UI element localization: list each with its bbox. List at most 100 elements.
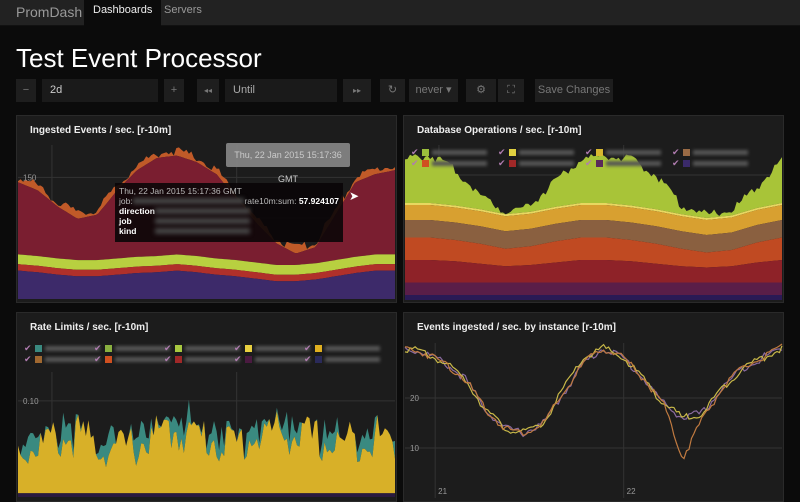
check-icon[interactable]: ✔	[164, 354, 172, 364]
fullscreen-icon: ⛶	[507, 84, 515, 96]
legend-label-redacted	[431, 150, 487, 155]
refresh-interval-dropdown[interactable]: never ▾	[409, 79, 458, 102]
check-icon[interactable]: ✔	[94, 354, 102, 364]
check-icon[interactable]: ✔	[411, 158, 419, 168]
check-icon[interactable]: ✔	[24, 354, 32, 364]
hover-detail-tooltip: Thu, 22 Jan 2015 15:17:36 GMT job: rate10…	[115, 183, 343, 242]
panel-title: Rate Limits / sec. [r-10m]	[30, 322, 149, 333]
legend-label-redacted	[324, 357, 380, 362]
stacked-area-series	[18, 254, 395, 275]
check-icon[interactable]: ✔	[585, 158, 593, 168]
refresh-button[interactable]: ↻	[380, 79, 405, 102]
check-icon[interactable]: ✔	[234, 343, 242, 353]
legend-item[interactable]: ✔	[234, 343, 310, 354]
nav-tab-dashboards[interactable]: Dashboards	[84, 0, 162, 26]
forward-button[interactable]: ▸▸	[343, 79, 371, 102]
legend-item[interactable]: ✔	[304, 343, 380, 354]
legend-label-redacted	[518, 150, 574, 155]
check-icon[interactable]: ✔	[585, 147, 593, 157]
check-icon[interactable]: ✔	[672, 147, 680, 157]
legend-label-redacted	[184, 346, 240, 351]
rewind-button[interactable]: ◂◂	[197, 79, 219, 102]
tooltip-value: 57.924107	[298, 196, 339, 206]
check-icon[interactable]: ✔	[672, 158, 680, 168]
legend-item[interactable]: ✔	[164, 354, 240, 365]
legend-item[interactable]: ✔	[585, 147, 661, 158]
check-icon[interactable]: ✔	[304, 343, 312, 353]
tooltip-time: Thu, 22 Jan 2015 15:17:36 GMT	[119, 186, 242, 196]
brand-logo[interactable]: PromDash	[16, 4, 83, 20]
legend-label-redacted	[518, 161, 574, 166]
range-decrement-button[interactable]: −	[16, 79, 36, 102]
line-series	[404, 343, 783, 460]
legend-label-redacted	[605, 161, 661, 166]
legend-item[interactable]: ✔	[672, 147, 748, 158]
color-swatch	[682, 149, 690, 156]
color-swatch	[421, 160, 429, 167]
stacked-area-series	[405, 282, 782, 295]
y-tick-label: 150	[23, 173, 37, 182]
legend-item[interactable]: ✔	[94, 343, 170, 354]
stacked-area-series	[18, 411, 395, 494]
check-icon[interactable]: ✔	[498, 147, 506, 157]
until-input[interactable]: Until	[225, 79, 337, 102]
range-input[interactable]: 2d	[42, 79, 158, 102]
check-icon[interactable]: ✔	[234, 354, 242, 364]
legend-item[interactable]: ✔	[234, 354, 310, 365]
color-swatch	[508, 160, 516, 167]
color-swatch	[595, 149, 603, 156]
legend-item[interactable]: ✔	[498, 147, 574, 158]
legend-item[interactable]: ✔	[585, 158, 661, 169]
fullscreen-button[interactable]: ⛶	[498, 79, 524, 102]
color-swatch	[34, 356, 42, 363]
legend-item[interactable]: ✔	[498, 158, 574, 169]
legend-item[interactable]: ✔	[411, 158, 487, 169]
legend-item[interactable]: ✔	[304, 354, 380, 365]
range-increment-button[interactable]: +	[164, 79, 184, 102]
tooltip-series-suffix: rate10m:sum:	[244, 196, 297, 206]
mouse-cursor-icon: ➤	[349, 189, 360, 203]
color-swatch	[314, 356, 322, 363]
stacked-area-series	[18, 493, 395, 497]
legend-label-redacted	[254, 346, 310, 351]
legend-item[interactable]: ✔	[24, 354, 100, 365]
color-swatch	[244, 356, 252, 363]
stacked-area-series	[405, 154, 782, 218]
y-tick-label: 20	[410, 394, 419, 403]
color-swatch	[682, 160, 690, 167]
check-icon[interactable]: ✔	[164, 343, 172, 353]
color-swatch	[421, 149, 429, 156]
gear-icon: ⚙	[476, 84, 486, 96]
legend-item[interactable]: ✔	[672, 158, 748, 169]
check-icon[interactable]: ✔	[94, 343, 102, 353]
hover-time-tooltip: Thu, 22 Jan 2015 15:17:36 GMT	[226, 143, 350, 184]
panel-events-by-instance: Events ingested / sec. by instance [r-10…	[403, 312, 784, 502]
panel-title: Database Operations / sec. [r-10m]	[417, 125, 582, 136]
x-tick-label: 21	[438, 487, 447, 496]
stacked-area-series	[405, 260, 782, 283]
legend-label-redacted	[184, 357, 240, 362]
check-icon[interactable]: ✔	[411, 147, 419, 157]
legend-label-redacted	[692, 150, 748, 155]
legend-label-redacted	[254, 357, 310, 362]
color-swatch	[244, 345, 252, 352]
nav-tab-servers[interactable]: Servers	[164, 4, 202, 16]
panel-title: Events ingested / sec. by instance [r-10…	[417, 322, 616, 333]
settings-button[interactable]: ⚙	[466, 79, 496, 102]
color-swatch	[174, 345, 182, 352]
stacked-area-series	[405, 220, 782, 253]
color-swatch	[34, 345, 42, 352]
stacked-area-series	[18, 270, 395, 299]
check-icon[interactable]: ✔	[498, 158, 506, 168]
x-tick-label: 22	[627, 487, 636, 496]
stacked-area-series	[405, 203, 782, 220]
color-swatch	[174, 356, 182, 363]
check-icon[interactable]: ✔	[304, 354, 312, 364]
legend-item[interactable]: ✔	[411, 147, 487, 158]
check-icon[interactable]: ✔	[24, 343, 32, 353]
save-changes-button[interactable]: Save Changes	[535, 79, 613, 102]
color-swatch	[314, 345, 322, 352]
legend-item[interactable]: ✔	[164, 343, 240, 354]
legend-item[interactable]: ✔	[24, 343, 100, 354]
legend-item[interactable]: ✔	[94, 354, 170, 365]
